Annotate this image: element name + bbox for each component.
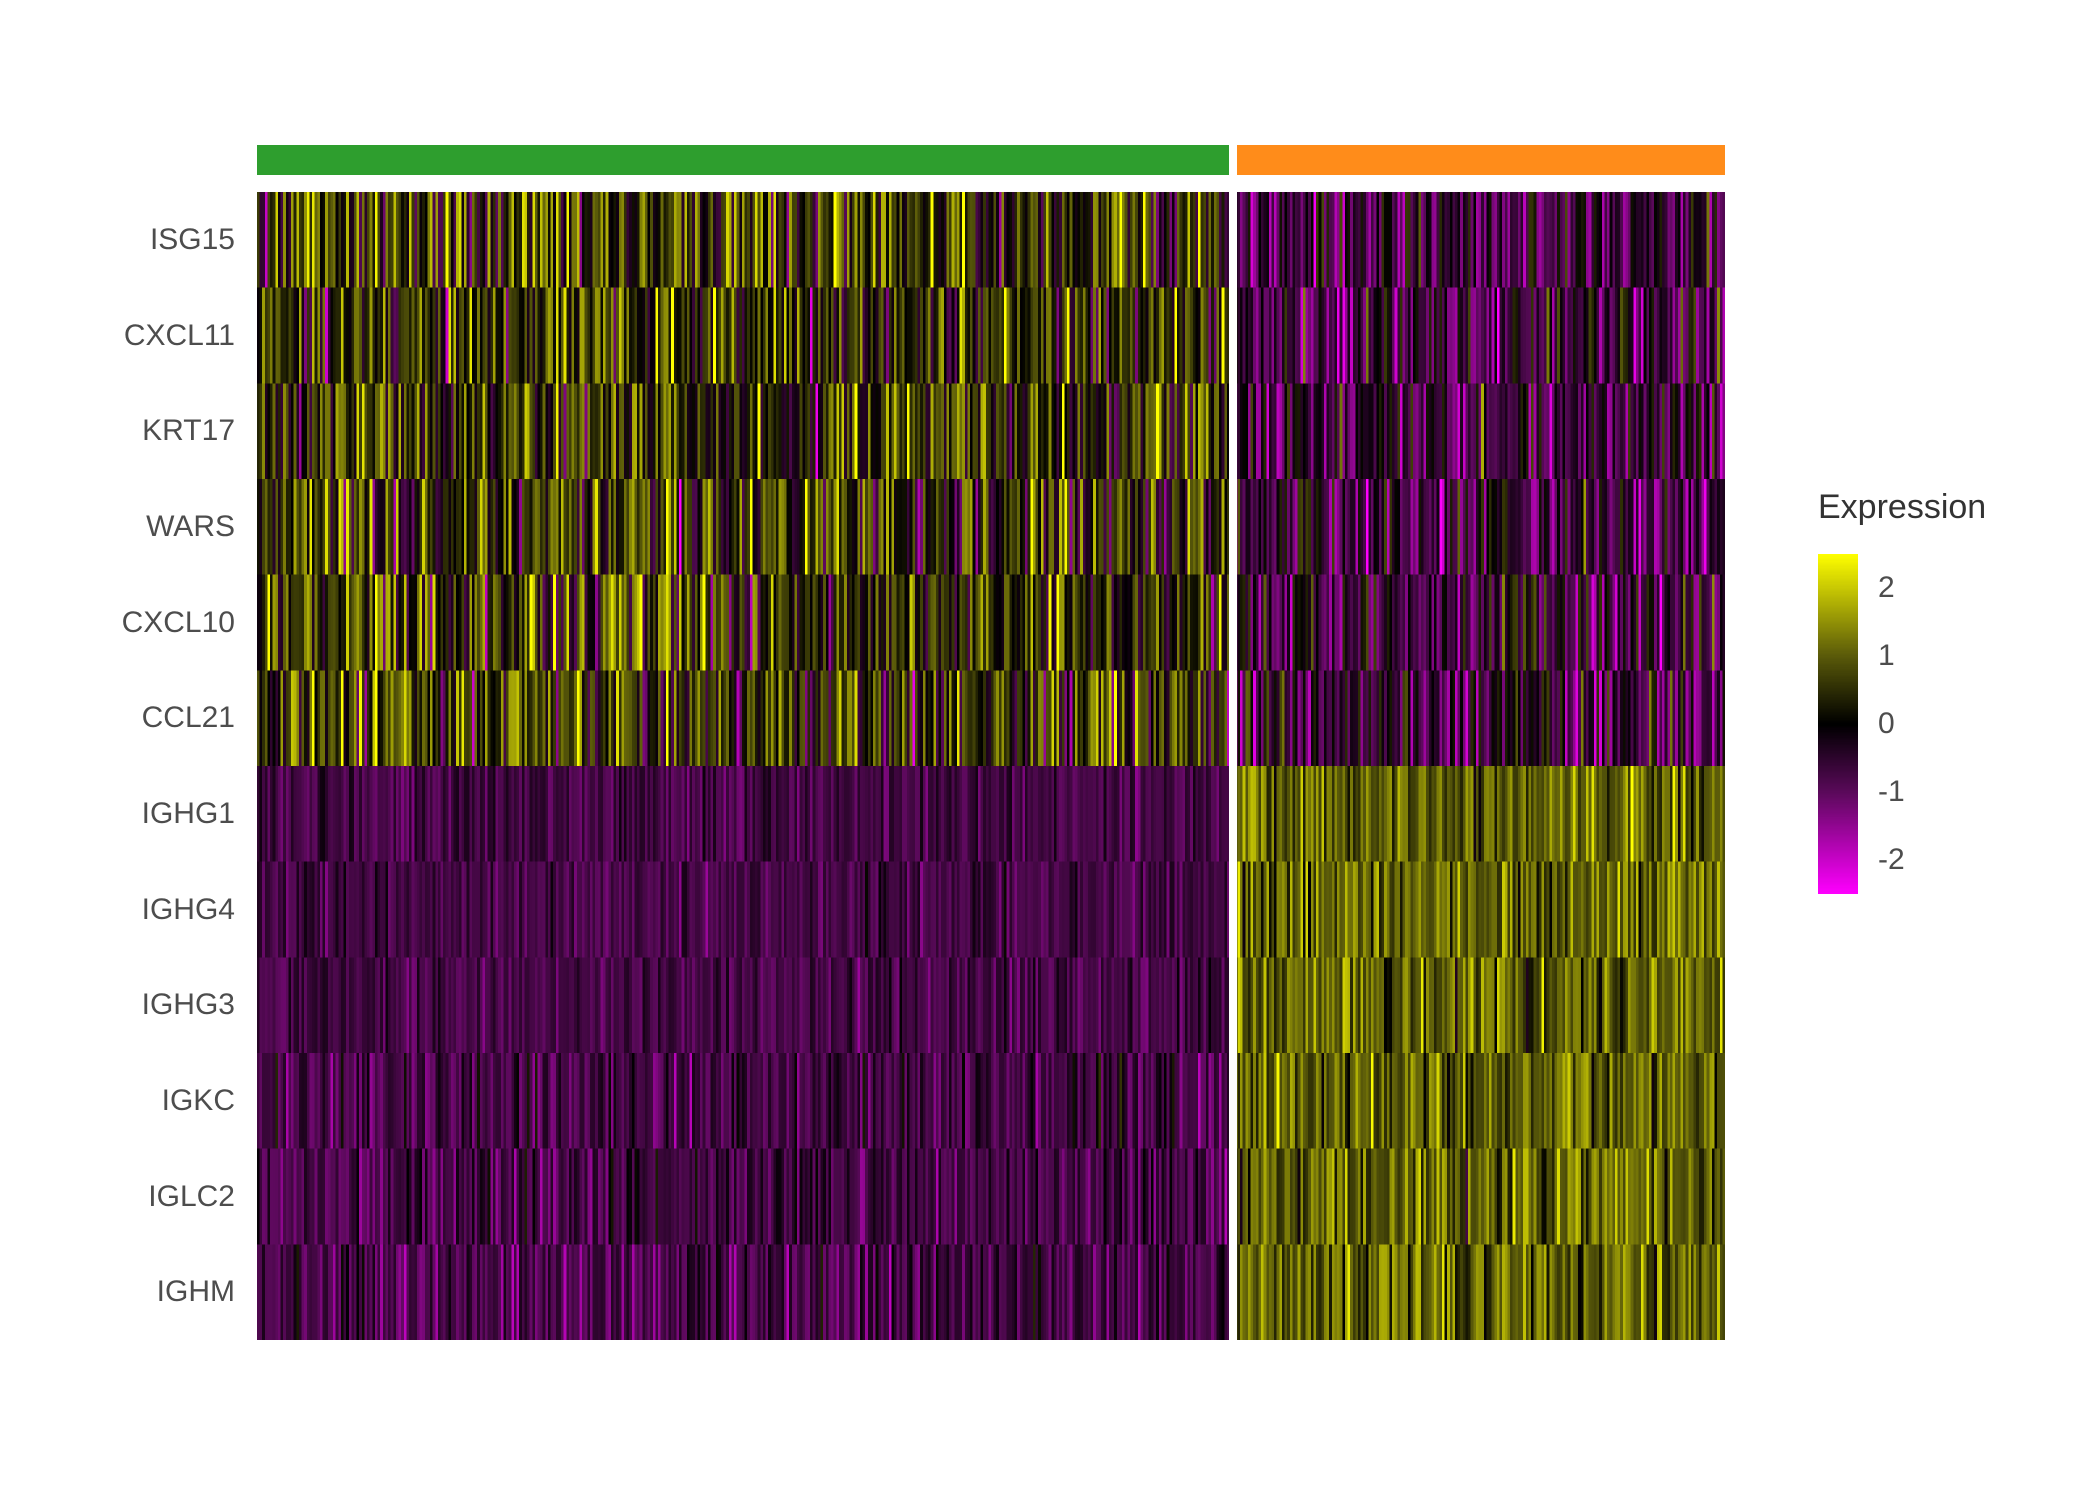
row-label: CXCL10 (122, 606, 235, 640)
row-labels-container: ISG15 CXCL11 KRT17 WARS CXCL10 CCL21 IGHG1 IGHG… (0, 192, 235, 1340)
row-label: IGHG3 (142, 988, 235, 1022)
legend-tick: -2 (1878, 843, 1905, 877)
row-label: KRT17 (142, 414, 235, 448)
group-bar-A (257, 145, 1229, 175)
legend-title: Expression (1818, 488, 1986, 527)
row-label: IGKC (162, 1084, 235, 1118)
column-group-annotation-bar (257, 145, 1725, 175)
legend-tick: 1 (1878, 639, 1895, 673)
legend-colorbar (1818, 554, 1858, 894)
row-label: WARS (146, 510, 235, 544)
expression-heatmap (257, 192, 1725, 1340)
legend-tick: 2 (1878, 571, 1895, 605)
group-bar-B (1237, 145, 1725, 175)
row-label: CXCL11 (124, 319, 235, 353)
row-label: IGHG1 (142, 797, 235, 831)
row-label: IGLC2 (148, 1180, 235, 1214)
legend-tick: 0 (1878, 707, 1895, 741)
row-label: IGHM (157, 1275, 235, 1309)
row-label: CCL21 (142, 701, 235, 735)
row-label: ISG15 (150, 223, 235, 257)
figure: ISG15 CXCL11 KRT17 WARS CXCL10 CCL21 IGHG1 IGHG… (0, 0, 2100, 1500)
legend-tick: -1 (1878, 775, 1905, 809)
row-label: IGHG4 (142, 893, 235, 927)
heatmap-group-gap (1229, 192, 1237, 1340)
